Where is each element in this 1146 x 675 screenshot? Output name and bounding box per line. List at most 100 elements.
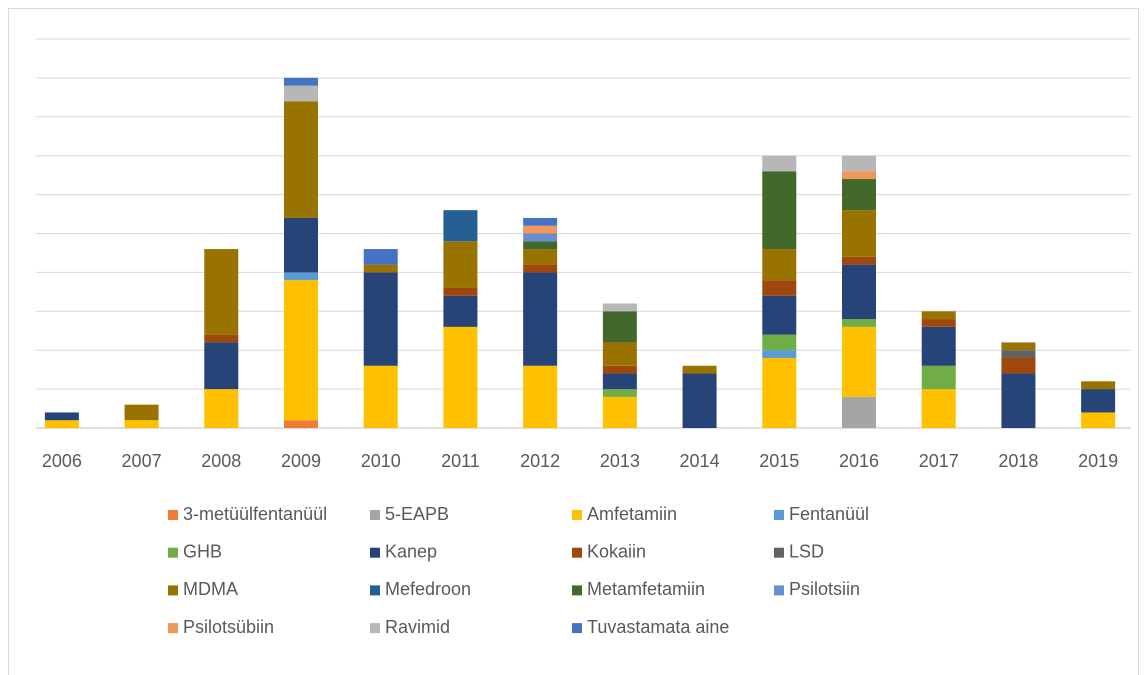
bar-segment — [284, 85, 318, 102]
bar-segment — [44, 412, 79, 421]
bar-segment — [1001, 373, 1036, 428]
x-tick-label: 2008 — [201, 451, 241, 471]
bar-segment — [363, 365, 398, 428]
legend-label: Ravimid — [385, 617, 450, 637]
bar-segment — [204, 342, 239, 390]
legend-swatch — [168, 623, 178, 634]
bar-segment — [284, 272, 318, 281]
bar-segment — [443, 326, 478, 428]
bar-segment — [921, 319, 956, 327]
bar-segment — [124, 420, 159, 428]
legend-label: Amfetamiin — [587, 504, 677, 524]
bar-segment — [284, 77, 318, 86]
x-tick-label: 2012 — [520, 451, 560, 471]
legend-swatch — [168, 547, 178, 558]
legend-swatch — [370, 623, 380, 634]
bar-segment — [523, 365, 558, 428]
legend-label: 3-metüülfentanüül — [183, 504, 327, 524]
bar-segment — [44, 420, 79, 428]
bar-segment — [842, 256, 876, 265]
bar-segment — [1081, 412, 1116, 428]
legend-label: 5-EAPB — [385, 504, 449, 524]
x-tick-label: 2015 — [759, 451, 799, 471]
bar-segment — [602, 311, 637, 343]
bar-segment — [602, 303, 637, 312]
bar-segment — [204, 249, 239, 335]
bar-segment — [682, 373, 717, 428]
legend-swatch — [572, 585, 582, 596]
bar-segment — [842, 326, 876, 397]
legend-label: GHB — [183, 541, 222, 561]
bar-segment — [842, 396, 876, 428]
bar-segment — [762, 295, 797, 335]
bar-segment — [284, 101, 318, 218]
legend-swatch — [168, 510, 178, 520]
x-tick-label: 2007 — [122, 451, 162, 471]
legend-swatch — [572, 547, 582, 558]
x-tick-label: 2011 — [441, 451, 480, 471]
bar-segment — [762, 171, 797, 250]
chart-frame — [8, 8, 1139, 675]
bar-segment — [602, 373, 637, 390]
legend-label: Kanep — [385, 541, 437, 561]
legend-label: Tuvastamata aine — [587, 617, 729, 637]
bar-segment — [284, 280, 318, 421]
bar-segment — [762, 357, 797, 428]
bar-segment — [921, 311, 956, 320]
x-tick-label: 2009 — [281, 451, 321, 471]
bar-segment — [523, 264, 558, 273]
x-tick-label: 2006 — [42, 451, 82, 471]
x-tick-label: 2018 — [998, 451, 1038, 471]
legend-label: Psilotsübiin — [183, 617, 274, 637]
bar-segment — [762, 155, 797, 172]
bar-segment — [363, 249, 398, 265]
bar-segment — [1001, 350, 1036, 358]
bar-segment — [443, 287, 478, 296]
bar-segment — [284, 217, 318, 273]
legend-swatch — [370, 547, 380, 558]
bar-segment — [443, 295, 478, 327]
x-tick-label: 2017 — [919, 451, 959, 471]
x-tick-label: 2013 — [600, 451, 640, 471]
bar-segment — [523, 225, 558, 234]
legend-swatch — [370, 510, 380, 520]
bar-segment — [921, 389, 956, 428]
bar-segment — [204, 334, 239, 343]
bar-segment — [762, 350, 797, 358]
legend-label: Fentanüül — [789, 504, 869, 524]
bar-segment — [921, 365, 956, 390]
legend-label: MDMA — [183, 579, 238, 599]
legend-label: Kokaiin — [587, 541, 646, 561]
bar-segment — [762, 280, 797, 296]
bar-segment — [1081, 389, 1116, 413]
bar-segment — [921, 326, 956, 366]
legend-label: Mefedroon — [385, 579, 471, 599]
bar-segment — [1081, 381, 1116, 390]
bar-segment — [842, 210, 876, 257]
x-tick-label: 2014 — [680, 451, 720, 471]
bar-segment — [762, 334, 797, 351]
bar-segment — [602, 342, 637, 366]
bar-segment — [443, 241, 478, 288]
bar-segment — [602, 365, 637, 374]
bar-segment — [602, 389, 637, 397]
bar-segment — [762, 249, 797, 281]
bar-segment — [204, 389, 239, 428]
legend-swatch — [168, 585, 178, 596]
bar-segment — [602, 396, 637, 428]
bar-segment — [842, 171, 876, 180]
bar-segment — [842, 264, 876, 320]
bar-segment — [363, 272, 398, 366]
legend-label: Metamfetamiin — [587, 579, 705, 599]
x-tick-label: 2019 — [1078, 451, 1118, 471]
bar-segment — [1001, 357, 1036, 374]
x-tick-label: 2016 — [839, 451, 879, 471]
x-tick-label: 2010 — [361, 451, 401, 471]
bar-segment — [1001, 342, 1036, 351]
bar-segment — [842, 319, 876, 327]
bar-segment — [443, 210, 478, 242]
legend-swatch — [572, 510, 582, 520]
legend-label: Psilotsiin — [789, 579, 860, 599]
bar-segment — [523, 272, 558, 366]
legend-swatch — [774, 510, 784, 520]
